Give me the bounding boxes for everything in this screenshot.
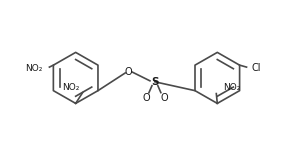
Text: NO₂: NO₂ <box>224 83 241 92</box>
Text: O: O <box>160 93 168 103</box>
Text: Cl: Cl <box>252 63 261 73</box>
Text: O: O <box>124 67 132 77</box>
Text: NO₂: NO₂ <box>25 64 42 73</box>
Text: NO₂: NO₂ <box>62 83 79 92</box>
Text: S: S <box>151 77 159 87</box>
Text: O: O <box>142 93 150 103</box>
